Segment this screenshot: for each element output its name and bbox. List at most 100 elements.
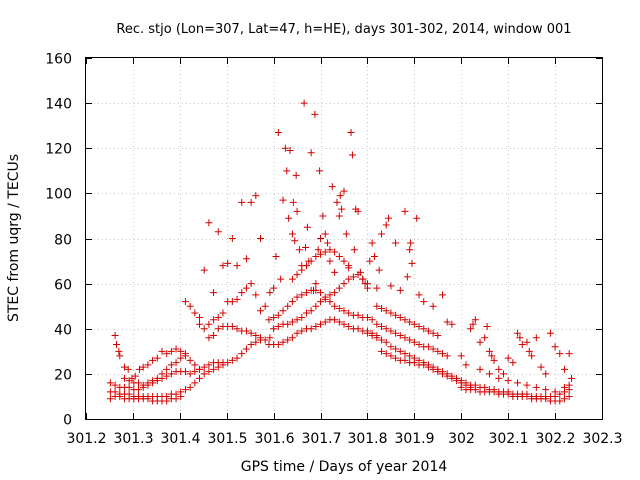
y-tick-label: 60 xyxy=(54,278,72,294)
data-point xyxy=(257,334,265,342)
data-point xyxy=(153,374,161,382)
data-point xyxy=(568,374,576,382)
data-point xyxy=(363,280,371,288)
data-point xyxy=(345,322,353,330)
y-tick-label: 100 xyxy=(45,187,72,203)
data-point xyxy=(462,361,470,369)
data-point xyxy=(331,248,339,256)
data-point xyxy=(172,395,180,403)
data-point xyxy=(321,230,329,238)
data-point xyxy=(415,291,423,299)
data-point xyxy=(368,316,376,324)
data-point xyxy=(504,354,512,362)
data-point xyxy=(298,313,306,321)
data-point xyxy=(293,329,301,337)
data-point xyxy=(378,336,386,344)
tick-labels: 301.2 301.3 301.4 301.5 301.6 301.7 301.8 301.9… xyxy=(45,52,622,448)
data-point xyxy=(331,316,339,324)
data-point xyxy=(424,327,432,335)
data-point xyxy=(556,397,564,405)
data-point xyxy=(181,350,189,358)
data-point xyxy=(359,275,367,283)
data-point xyxy=(144,361,152,369)
data-point xyxy=(288,230,296,238)
data-point xyxy=(338,205,346,213)
y-tick-label: 40 xyxy=(54,323,72,339)
data-point xyxy=(219,262,227,270)
data-point xyxy=(317,289,325,297)
data-point xyxy=(307,149,315,157)
data-point xyxy=(317,320,325,328)
data-point xyxy=(410,359,418,367)
data-point xyxy=(191,309,199,317)
data-point xyxy=(401,316,409,324)
data-point xyxy=(257,307,265,315)
data-point xyxy=(532,334,540,342)
data-point xyxy=(291,237,299,245)
data-point xyxy=(135,365,143,373)
data-point xyxy=(392,311,400,319)
data-point xyxy=(167,370,175,378)
data-point xyxy=(331,302,339,310)
data-point xyxy=(490,356,498,364)
data-point xyxy=(242,284,250,292)
data-point xyxy=(354,207,362,215)
data-point xyxy=(448,374,456,382)
data-point xyxy=(196,313,204,321)
data-point xyxy=(556,350,564,358)
data-point xyxy=(124,365,132,373)
data-point xyxy=(270,325,278,333)
data-point xyxy=(279,196,287,204)
data-point xyxy=(265,316,273,324)
data-point xyxy=(139,381,147,389)
data-point xyxy=(196,374,204,382)
y-tick-label: 120 xyxy=(45,142,72,158)
data-point xyxy=(214,228,222,236)
data-point xyxy=(279,307,287,315)
data-point xyxy=(210,332,218,340)
data-point xyxy=(340,257,348,265)
data-point xyxy=(413,214,421,222)
data-point xyxy=(261,302,269,310)
data-point xyxy=(125,377,133,385)
data-point xyxy=(238,350,246,358)
data-point xyxy=(205,334,213,342)
data-point xyxy=(191,361,199,369)
data-point xyxy=(392,329,400,337)
data-point xyxy=(277,275,285,283)
data-point xyxy=(281,144,289,152)
x-tick-label: 301.7 xyxy=(301,431,341,447)
data-point xyxy=(288,318,296,326)
data-point xyxy=(181,386,189,394)
data-point xyxy=(518,341,526,349)
data-point xyxy=(326,298,334,306)
data-point xyxy=(186,370,194,378)
data-point xyxy=(348,151,356,159)
data-point xyxy=(439,350,447,358)
data-point xyxy=(116,352,124,360)
data-point xyxy=(321,318,329,326)
data-point xyxy=(420,361,428,369)
data-point xyxy=(247,329,255,337)
data-point xyxy=(378,347,386,355)
data-point xyxy=(158,347,166,355)
x-tick-label: 302.2 xyxy=(535,431,575,447)
data-point xyxy=(499,370,507,378)
data-point xyxy=(286,147,294,155)
data-point xyxy=(420,325,428,333)
data-point xyxy=(335,304,343,312)
data-point xyxy=(252,291,260,299)
data-point xyxy=(311,110,319,118)
data-point xyxy=(326,246,334,254)
data-point xyxy=(167,361,175,369)
y-tick-label: 20 xyxy=(54,368,72,384)
data-point xyxy=(396,286,404,294)
data-point xyxy=(396,313,404,321)
data-point xyxy=(331,268,339,276)
data-point xyxy=(177,347,185,355)
data-point xyxy=(457,352,465,360)
data-point xyxy=(429,329,437,337)
data-point xyxy=(219,309,227,317)
data-point xyxy=(523,390,531,398)
